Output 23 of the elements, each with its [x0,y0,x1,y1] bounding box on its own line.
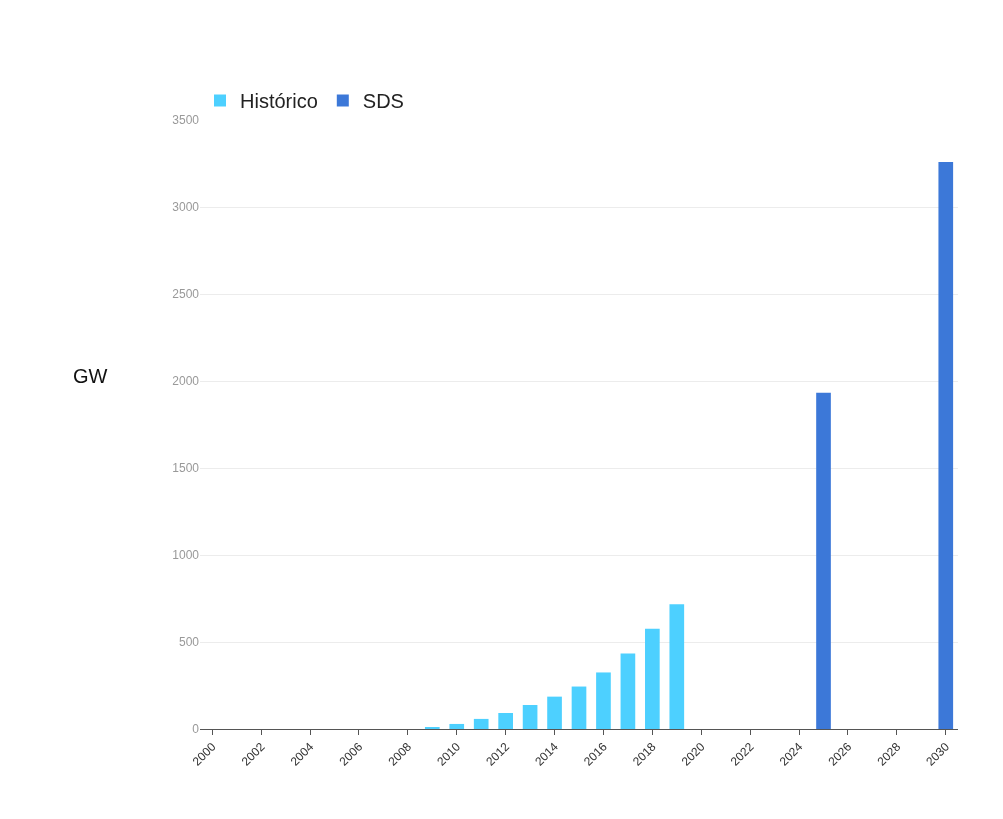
y-tick-label: 2500 [172,287,200,302]
bar [473,718,489,729]
y-tick-label: 1500 [172,461,200,476]
legend-label: SDS [362,90,404,113]
bar [522,704,538,729]
bar [669,604,685,729]
legend-label: Histórico [240,90,318,113]
y-tick-label: 500 [178,635,200,650]
y-tick-label: 3000 [172,200,200,215]
bar [596,672,611,729]
y-tick-label: 3500 [172,113,200,128]
bar [645,628,660,729]
bar [571,686,587,729]
y-tick-label: 2000 [172,374,200,389]
bar [816,392,831,729]
y-tick-label: 1000 [172,548,200,563]
bar [620,653,636,729]
bar [498,712,513,729]
y-axis-title: GW [73,365,108,387]
bar [449,723,465,729]
bar [938,162,954,729]
y-tick-label: 0 [192,722,200,737]
bar [547,696,562,729]
